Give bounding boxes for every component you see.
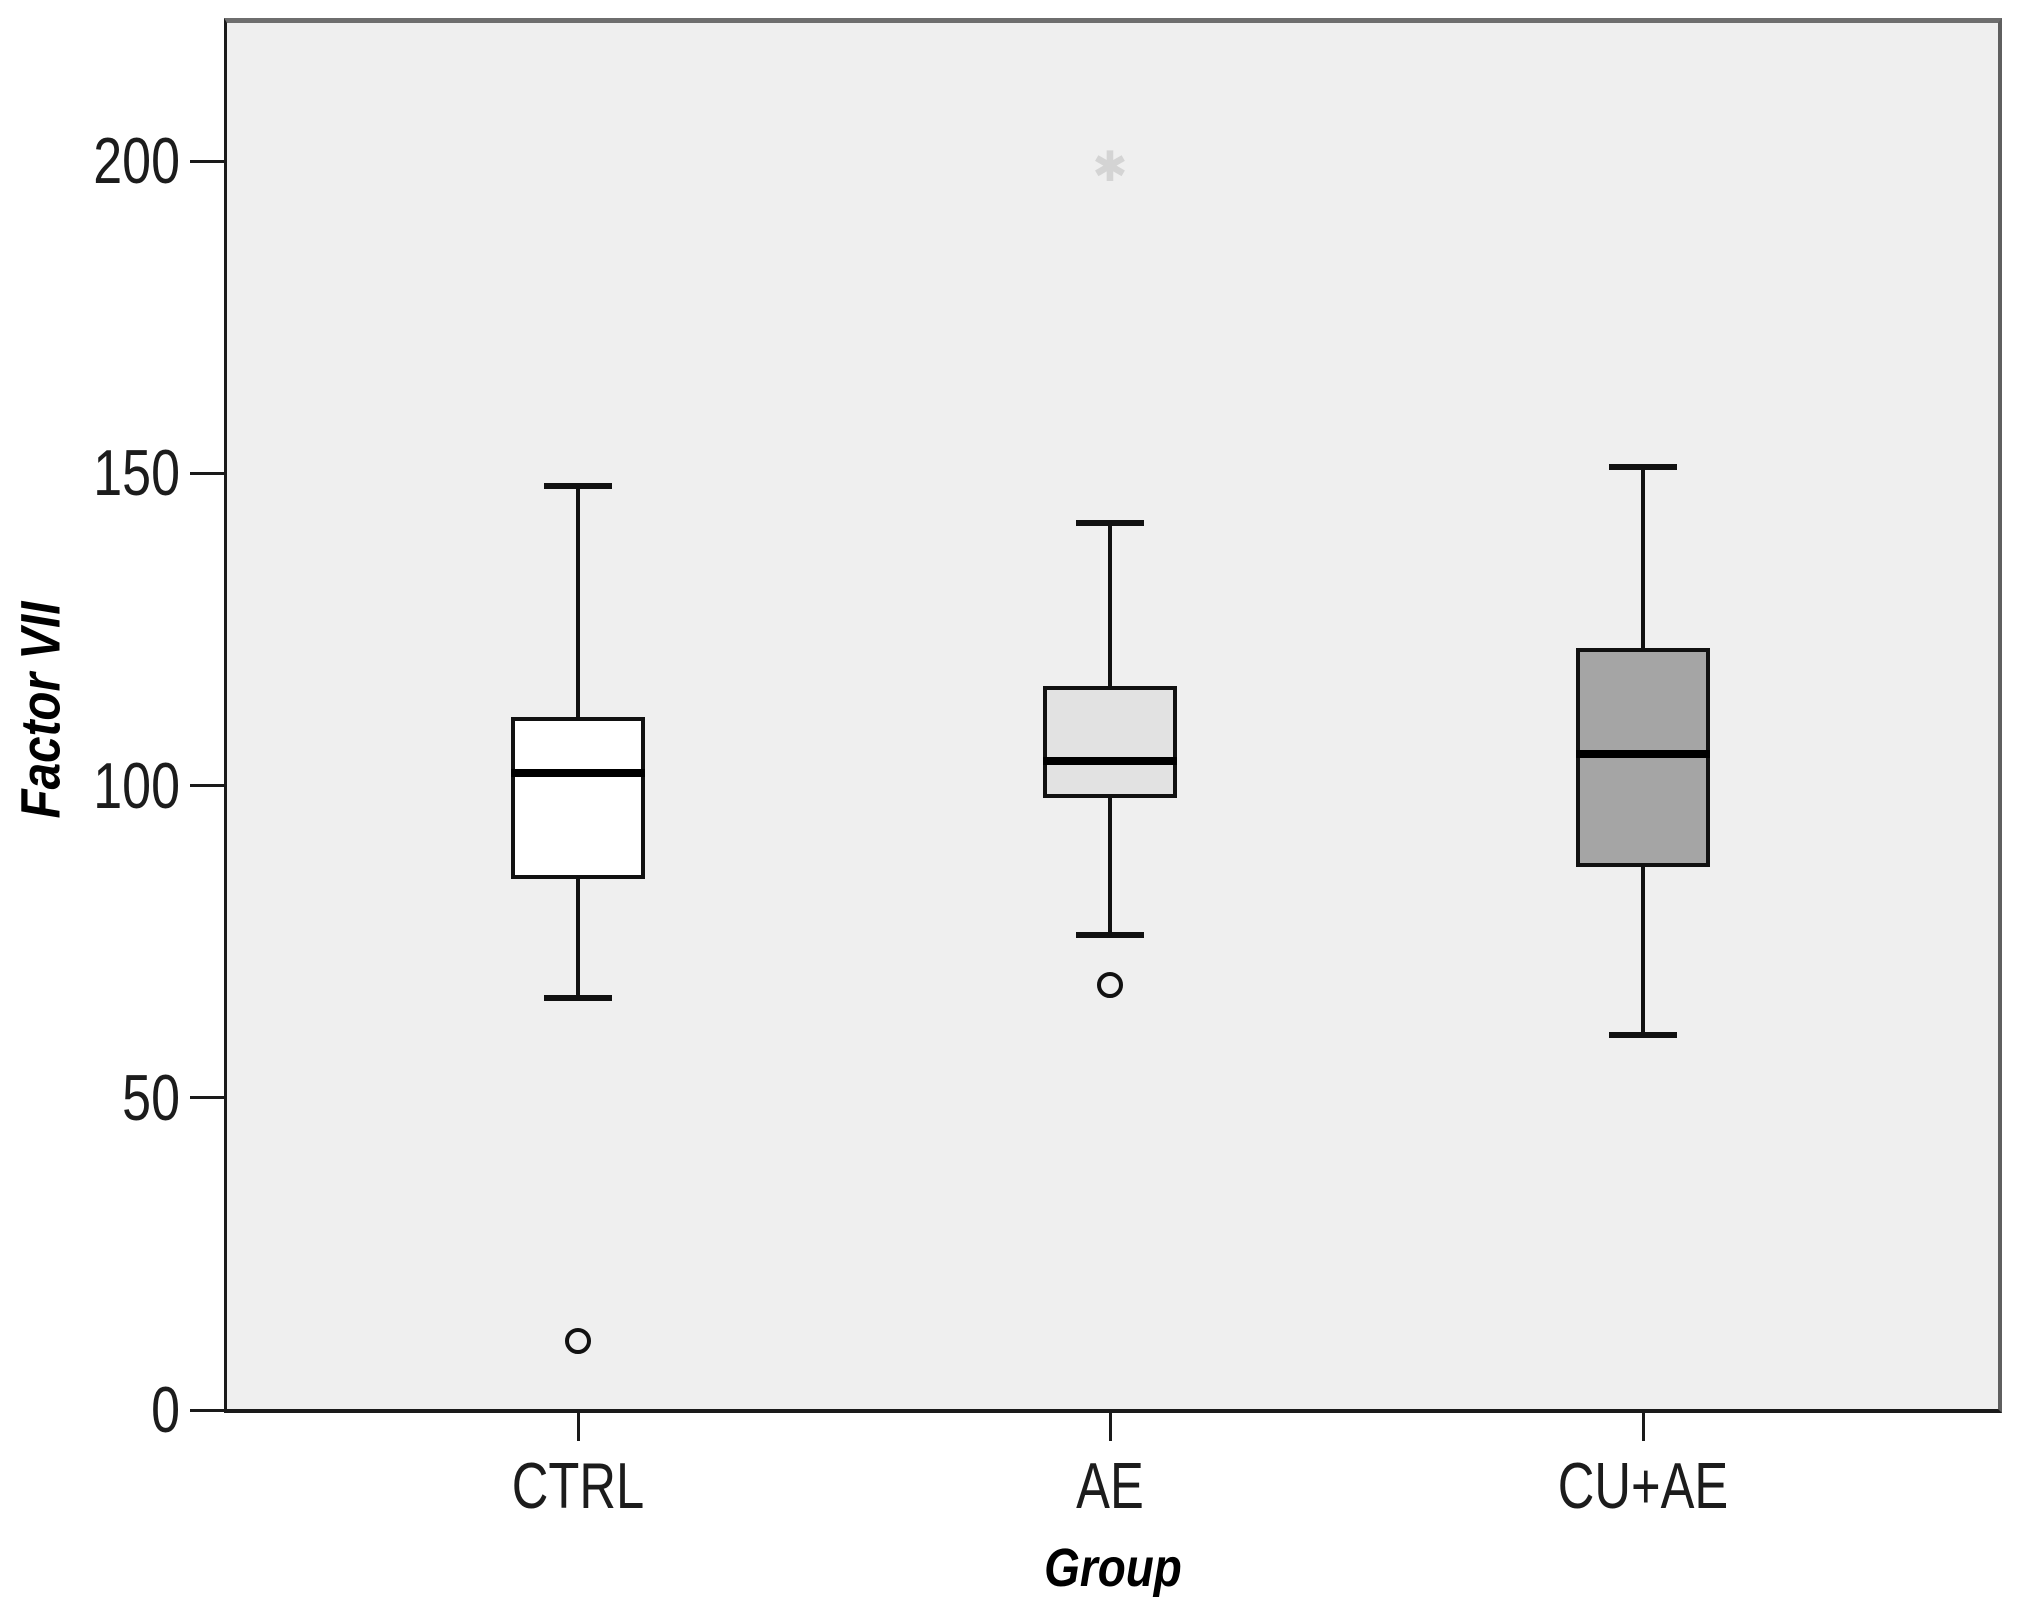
- lower-whisker-line: [576, 879, 580, 998]
- median-line: [511, 769, 645, 777]
- lower-whisker-cap: [544, 994, 612, 1001]
- lower-whisker-line: [1641, 866, 1645, 1036]
- extreme-asterisk: ✱: [1092, 143, 1128, 191]
- y-tick-label: 50: [122, 1060, 180, 1134]
- box: [511, 716, 645, 880]
- lower-whisker-line: [1108, 797, 1112, 936]
- y-tick-label: 100: [93, 748, 180, 822]
- upper-whisker-line: [1108, 523, 1112, 686]
- y-tick-mark: [190, 784, 224, 787]
- x-tick-mark: [576, 1413, 580, 1441]
- median-line: [1576, 750, 1710, 759]
- y-tick-label: 0: [151, 1373, 180, 1446]
- x-tick-label: CTRL: [511, 1449, 645, 1522]
- outlier-circle: [565, 1328, 591, 1355]
- x-tick-label: AE: [1076, 1449, 1144, 1522]
- y-tick-mark: [190, 1408, 224, 1412]
- upper-whisker-cap: [1076, 520, 1144, 527]
- x-tick-mark: [1641, 1413, 1645, 1441]
- y-tick-label: 150: [93, 436, 180, 510]
- median-line: [1043, 756, 1177, 765]
- y-tick-label: 200: [93, 124, 180, 197]
- upper-whisker-cap: [544, 482, 612, 489]
- upper-whisker-line: [1641, 467, 1645, 649]
- upper-whisker-line: [576, 485, 580, 717]
- x-tick-mark: [1108, 1413, 1112, 1441]
- lower-whisker-cap: [1076, 932, 1144, 939]
- y-tick-mark: [190, 471, 224, 475]
- box: [1043, 685, 1177, 798]
- x-axis-title: Group: [1044, 1538, 1182, 1598]
- upper-whisker-cap: [1609, 464, 1677, 470]
- y-tick-mark: [190, 159, 224, 163]
- y-tick-mark: [190, 1096, 224, 1100]
- outlier-circle: [1097, 972, 1123, 999]
- lower-whisker-cap: [1609, 1032, 1677, 1039]
- x-tick-label: CU+AE: [1557, 1449, 1729, 1522]
